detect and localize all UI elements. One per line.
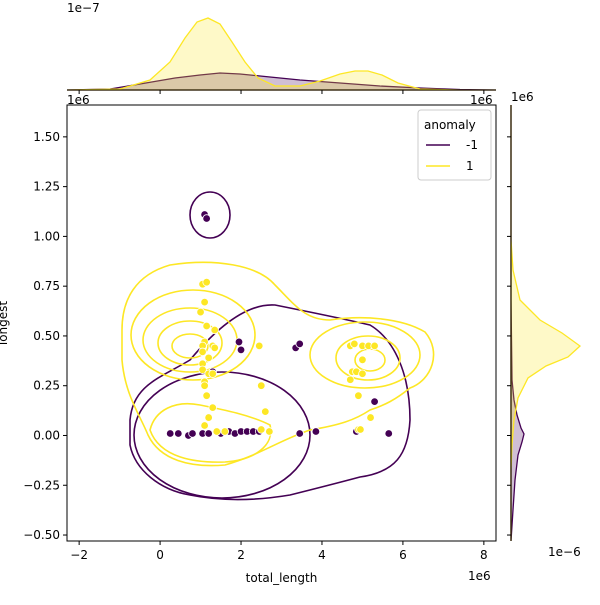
top-marginal-axis-scale-label-left: 1e6 bbox=[67, 93, 90, 107]
y-tick-label: 0.25 bbox=[33, 379, 60, 393]
scatter-point-anomaly-neg1 bbox=[236, 345, 246, 355]
scatter-point-anomaly-neg1 bbox=[234, 337, 244, 347]
scatter-point-anomaly-1 bbox=[255, 341, 264, 351]
x-tick-label: 4 bbox=[318, 548, 326, 562]
scatter-point-anomaly-neg1 bbox=[295, 339, 304, 349]
top-marginal-scale-label: 1e−7 bbox=[67, 1, 100, 15]
kde-contour-right-1 bbox=[309, 321, 421, 389]
right-kde-anomaly-1 bbox=[510, 105, 582, 541]
kde-contours-anomaly-1 bbox=[121, 261, 435, 467]
kde-contour-small-neg1 bbox=[189, 191, 231, 239]
scatter-point-anomaly-1 bbox=[350, 339, 359, 349]
scatter-point-anomaly-1 bbox=[257, 425, 266, 434]
y-tick-label: −0.50 bbox=[23, 528, 60, 542]
legend-label-neg1: -1 bbox=[466, 138, 478, 152]
x-axis-label: total_length bbox=[246, 571, 318, 585]
legend: anomaly -1 1 bbox=[417, 109, 492, 181]
y-tick-label: 1.25 bbox=[33, 180, 60, 194]
scatter-point-anomaly-neg1 bbox=[370, 397, 379, 406]
scatter-point-anomaly-1 bbox=[200, 381, 209, 390]
scatter-point-anomaly-neg1 bbox=[166, 429, 175, 438]
kde-contour-left-2 bbox=[142, 307, 238, 373]
scatter-point-anomaly-1 bbox=[208, 403, 217, 412]
scatter-point-anomaly-1 bbox=[358, 369, 367, 378]
scatter-point-anomaly-neg1 bbox=[311, 427, 321, 436]
x-axis-scale-label: 1e6 bbox=[468, 569, 491, 583]
scatter-point-anomaly-1 bbox=[202, 277, 211, 287]
legend-title: anomaly bbox=[424, 118, 476, 132]
x-tick-label: 0 bbox=[156, 548, 164, 562]
x-tick-label: −2 bbox=[70, 548, 88, 562]
scatter-point-anomaly-neg1 bbox=[295, 429, 304, 438]
x-tick-label: 6 bbox=[399, 548, 407, 562]
scatter-point-anomaly-neg1 bbox=[204, 429, 213, 438]
y-tick-label: 1.50 bbox=[33, 130, 60, 144]
scatter-point-anomaly-1 bbox=[202, 391, 211, 400]
right-marginal: 1e6 1e−6 bbox=[507, 90, 582, 559]
scatter-point-anomaly-1 bbox=[356, 425, 365, 434]
scatter-point-anomaly-1 bbox=[212, 427, 221, 436]
main-axes-frame bbox=[66, 104, 497, 542]
scatter-point-anomaly-1 bbox=[261, 407, 270, 416]
scatter-point-anomaly-1 bbox=[200, 297, 209, 307]
kde-contour-left-3 bbox=[157, 320, 223, 366]
kde-contour-large-neg1 bbox=[129, 304, 411, 501]
right-marginal-scale-label: 1e−6 bbox=[548, 545, 581, 559]
scatter-point-anomaly-1 bbox=[366, 413, 375, 422]
scatter-point-anomaly-1 bbox=[358, 355, 367, 365]
scatter-point-anomaly-1 bbox=[202, 321, 211, 331]
scatter-point-anomaly-1 bbox=[210, 325, 219, 335]
scatter-point-anomaly-1 bbox=[257, 381, 266, 390]
scatter-point-anomaly-1 bbox=[265, 427, 274, 436]
scatter-point-anomaly-1 bbox=[370, 341, 379, 351]
scatter-point-anomaly-neg1 bbox=[174, 429, 183, 438]
scatter-point-anomaly-1 bbox=[204, 413, 213, 422]
y-tick-label: 0.00 bbox=[33, 428, 60, 442]
x-tick-label: 2 bbox=[237, 548, 245, 562]
scatter-point-anomaly-1 bbox=[208, 369, 217, 378]
scatter-point-anomaly-1 bbox=[198, 365, 207, 374]
kde-contour-right-2 bbox=[335, 335, 401, 381]
x-tick-label: 8 bbox=[480, 548, 488, 562]
top-kde-anomaly-1 bbox=[66, 17, 496, 91]
scatter-point-anomaly-neg1 bbox=[202, 214, 211, 223]
kde-contour-large-1 bbox=[121, 261, 435, 467]
legend-label-1: 1 bbox=[466, 159, 474, 173]
top-marginal: 1e−7 1e6 1e6 bbox=[66, 1, 497, 107]
main-axes: −2 0 2 4 6 8 −0.50 −0.25 0.00 0.25 0.50 0.75 1.00 1.… bbox=[0, 104, 497, 585]
scatter-point-anomaly-1 bbox=[210, 343, 219, 353]
scatter-point-anomaly-1 bbox=[196, 307, 205, 317]
y-tick-label: 0.50 bbox=[33, 329, 60, 343]
scatter-point-anomaly-1 bbox=[346, 375, 355, 384]
y-axis-label: longest bbox=[0, 301, 10, 346]
scatter-point-anomaly-1 bbox=[354, 391, 363, 400]
kde-contour-left-1 bbox=[130, 289, 256, 381]
top-kde-anomaly-neg1 bbox=[66, 72, 497, 91]
scatter-point-anomaly-1 bbox=[204, 353, 213, 363]
scatter-point-anomaly-1 bbox=[198, 347, 207, 357]
right-marginal-axis-scale-label: 1e6 bbox=[511, 90, 534, 104]
right-kde-anomaly-neg1 bbox=[510, 105, 525, 542]
kde-contour-left-4 bbox=[171, 333, 209, 359]
y-tick-label: 1.00 bbox=[33, 229, 60, 243]
top-marginal-axis-scale-label-right: 1e6 bbox=[470, 93, 493, 107]
y-tick-label: −0.25 bbox=[23, 478, 60, 492]
y-tick-label: 0.75 bbox=[33, 279, 60, 293]
kde-contour-low-1 bbox=[149, 403, 272, 463]
kde-contour-outer-neg1 bbox=[133, 371, 311, 499]
scatter-point-anomaly-1 bbox=[200, 421, 209, 430]
scatter-point-anomaly-neg1 bbox=[188, 429, 197, 438]
legend-box bbox=[417, 109, 492, 181]
scatter-point-anomaly-neg1 bbox=[384, 429, 393, 438]
scatter-point-anomaly-1 bbox=[220, 427, 230, 436]
